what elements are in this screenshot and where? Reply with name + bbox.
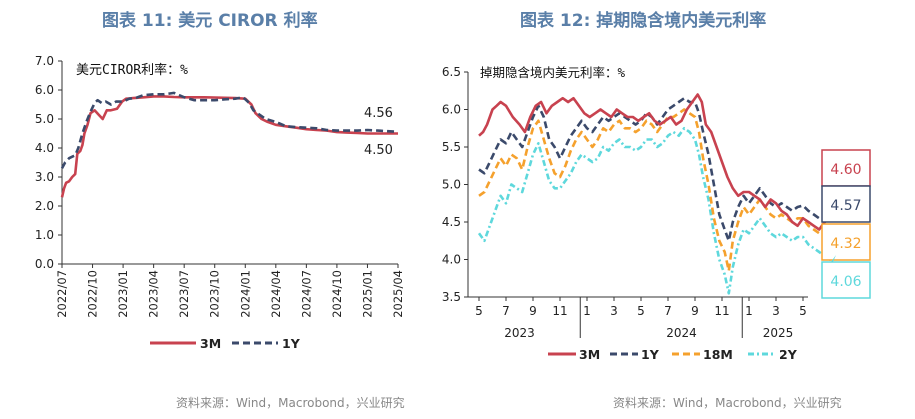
end-label-1y: 4.56 xyxy=(364,106,393,121)
year-label: 2024 xyxy=(666,326,697,340)
y-tick-label: 6.0 xyxy=(442,103,461,117)
x-tick-label: 9 xyxy=(691,304,699,318)
legend-label-3M: 3M xyxy=(579,347,600,362)
x-tick-label: 3 xyxy=(610,304,618,318)
series-line-3M xyxy=(478,93,835,231)
source-note-right: 资料来源：Wind，Macrobond，兴业研究 xyxy=(613,396,842,410)
chart-annotation-right: 掉期隐含境内美元利率：% xyxy=(480,65,626,80)
chart-title-swap: 图表 12: 掉期隐含境内美元利率 xyxy=(520,11,767,31)
y-tick-label: 1.0 xyxy=(35,228,54,242)
series-line-1Y xyxy=(478,96,835,243)
x-tick-label: 2024/04 xyxy=(269,270,283,318)
callout-value-1Y: 4.57 xyxy=(830,198,861,214)
y-tick-label: 5.5 xyxy=(442,140,461,154)
x-tick-label: 2023/07 xyxy=(177,270,191,318)
y-tick-label: 3.5 xyxy=(442,290,461,304)
x-tick-label: 11 xyxy=(552,304,567,318)
callout-box-1Y xyxy=(821,185,871,223)
y-tick-label: 4.5 xyxy=(442,215,461,229)
source-note-left: 资料来源：Wind，Macrobond，兴业研究 xyxy=(176,396,405,410)
y-tick-label: 5.0 xyxy=(35,112,54,126)
x-tick-label: 2024/10 xyxy=(330,270,344,318)
x-tick-label: 2022/10 xyxy=(86,270,100,318)
end-label-3m: 4.50 xyxy=(364,143,393,158)
year-label: 2025 xyxy=(763,326,794,340)
x-tick-label: 2025/01 xyxy=(360,270,374,318)
x-tick-label: 2024/01 xyxy=(238,270,252,318)
y-tick-label: 3.0 xyxy=(35,170,54,184)
y-tick-label: 6.0 xyxy=(35,83,54,97)
y-tick-label: 6.5 xyxy=(442,65,461,79)
series-line-18M xyxy=(478,108,835,273)
x-tick-label: 5 xyxy=(475,304,483,318)
x-tick-label: 2022/07 xyxy=(55,270,69,318)
x-tick-label: 7 xyxy=(664,304,672,318)
y-tick-label: 7.0 xyxy=(35,54,54,68)
y-tick-label: 0.0 xyxy=(35,257,54,271)
series-line-1Y xyxy=(60,91,399,169)
x-tick-label: 5 xyxy=(637,304,645,318)
y-tick-label: 4.0 xyxy=(442,253,461,267)
chart-title-ciror: 图表 11: 美元 CIROR 利率 xyxy=(102,11,318,31)
x-tick-label: 1 xyxy=(745,304,753,318)
legend-label-18M: 18M xyxy=(703,347,733,362)
legend-label-2Y: 2Y xyxy=(779,347,798,362)
y-tick-label: 4.0 xyxy=(35,141,54,155)
legend-label-1Y: 1Y xyxy=(641,347,660,362)
x-tick-label: 2023/10 xyxy=(208,270,222,318)
x-tick-label: 11 xyxy=(714,304,729,318)
x-tick-label: 7 xyxy=(502,304,510,318)
x-tick-label: 2025/04 xyxy=(391,270,405,318)
callout-box-18M xyxy=(821,223,871,261)
x-tick-label: 2024/07 xyxy=(299,270,313,318)
x-tick-label: 9 xyxy=(529,304,537,318)
series-line-3M xyxy=(60,95,398,198)
legend-label-1Y: 1Y xyxy=(282,336,301,351)
x-tick-label: 2023/01 xyxy=(116,270,130,318)
callout-value-2Y: 4.06 xyxy=(830,274,861,290)
x-tick-label: 1 xyxy=(583,304,591,318)
callout-box-2Y xyxy=(821,261,871,299)
y-tick-label: 2.0 xyxy=(35,199,54,213)
legend-label-3M: 3M xyxy=(200,336,221,351)
callout-value-3M: 4.60 xyxy=(830,162,861,178)
x-tick-label: 2023/04 xyxy=(147,270,161,318)
callout-value-18M: 4.32 xyxy=(830,236,861,252)
x-tick-label: 3 xyxy=(772,304,780,318)
year-label: 2023 xyxy=(504,326,535,340)
x-tick-label: 5 xyxy=(799,304,807,318)
series-line-2Y xyxy=(477,127,835,295)
y-tick-label: 5.0 xyxy=(442,178,461,192)
chart-annotation-left: 美元CIROR利率：% xyxy=(76,62,188,78)
